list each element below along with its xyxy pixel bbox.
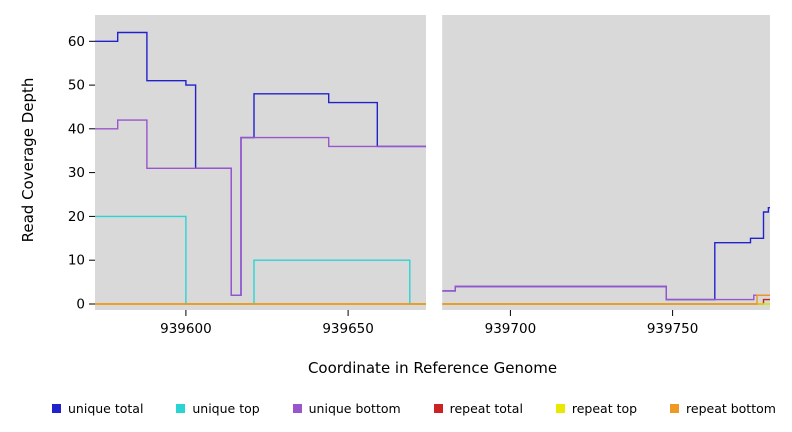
legend-label-unique-total: unique total [68, 401, 144, 416]
legend-swatch-repeat-bottom [670, 404, 680, 413]
legend-swatch-unique-bottom [292, 404, 302, 413]
legend-swatch-repeat-total [433, 404, 443, 413]
y-tick-label: 20 [68, 209, 85, 225]
legend-item-repeat-bottom: repeat bottom [670, 401, 776, 416]
series-line-unique-bottom [95, 119, 770, 301]
x-axis-title: Coordinate in Reference Genome [307, 359, 558, 377]
legend-item-unique-top: unique top [176, 401, 260, 416]
y-tick-label: 30 [68, 165, 85, 181]
series-line-unique-top [95, 215, 770, 305]
x-tick-label: 939750 [647, 321, 699, 337]
legend-label-unique-top: unique top [192, 401, 260, 416]
legend: unique total unique top unique bottom re… [0, 401, 792, 416]
x-tick-label: 939600 [160, 321, 212, 337]
legend-swatch-unique-top [176, 404, 186, 413]
legend-label-repeat-top: repeat top [571, 401, 638, 416]
legend-label-unique-bottom: unique bottom [308, 401, 401, 416]
y-tick-label: 40 [68, 121, 85, 137]
legend-item-unique-total: unique total [52, 401, 143, 416]
no-data-gap-band [426, 15, 443, 310]
legend-item-repeat-total: repeat total [433, 401, 523, 416]
legend-item-unique-bottom: unique bottom [292, 401, 401, 416]
legend-label-repeat-total: repeat total [449, 401, 523, 416]
coverage-plot-canvas: 939600 939650 939700 939750 0 10 20 30 40 50 60 [68, 15, 770, 337]
legend-swatch-unique-total [52, 404, 61, 413]
y-tick-label: 60 [68, 34, 85, 50]
series-line-unique-total [95, 31, 770, 301]
legend-swatch-repeat-top [555, 404, 565, 413]
legend-label-repeat-bottom: repeat bottom [686, 401, 776, 416]
y-tick-label: 50 [68, 78, 85, 94]
x-tick-label: 939650 [322, 321, 374, 337]
legend-item-repeat-top: repeat top [555, 401, 638, 416]
x-tick-label: 939700 [485, 321, 537, 337]
y-axis-title: Read Coverage Depth [19, 77, 37, 243]
y-tick-label: 0 [76, 297, 85, 313]
y-tick-label: 10 [68, 253, 85, 269]
